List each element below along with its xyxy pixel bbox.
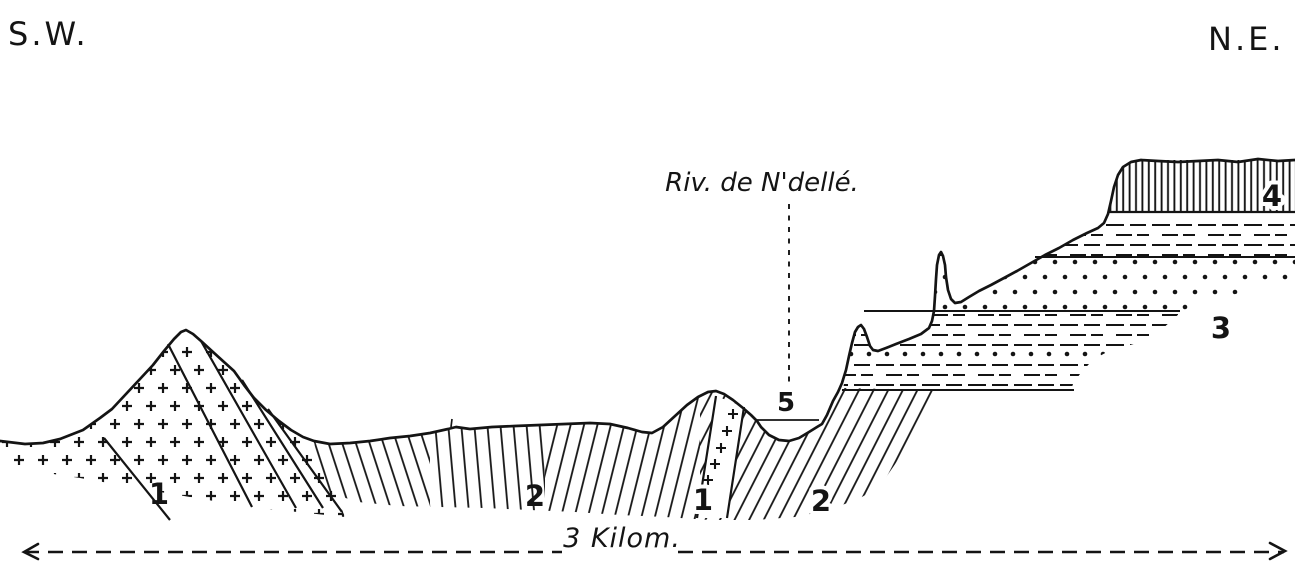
granite-hill-fill bbox=[0, 330, 345, 517]
unit-label-2-valley-left: 2 bbox=[525, 479, 545, 513]
unit-label-1-dike: 1 bbox=[693, 483, 713, 517]
unit-label-5-riverbed: 5 bbox=[777, 388, 795, 418]
scale-arrow-left bbox=[21, 542, 40, 561]
river-name-label: Riv. de N'dellé. bbox=[665, 168, 859, 198]
valley-hachure-fill bbox=[314, 388, 937, 520]
caprock-fill bbox=[1108, 160, 1295, 214]
surface-tick bbox=[450, 418, 453, 428]
scale-arrow-right bbox=[1268, 541, 1288, 561]
hill-foliation-lines bbox=[103, 340, 343, 521]
scale-label: 3 Kilom. bbox=[563, 523, 681, 554]
compass-label-sw: S.W. bbox=[8, 15, 89, 53]
scale-bar bbox=[21, 541, 1288, 561]
strata-fill bbox=[843, 216, 1295, 390]
unit-label-3-strata: 3 bbox=[1211, 311, 1231, 345]
strata-boundary-lines bbox=[842, 255, 1295, 392]
dike-plus-symbols bbox=[697, 409, 738, 500]
unit-label-4-caprock: 4 bbox=[1262, 179, 1282, 213]
unit-label-2-valley-right: 2 bbox=[811, 484, 831, 518]
ground-surface-line bbox=[0, 157, 1295, 446]
unit-label-1-granite-hill: 1 bbox=[149, 477, 169, 511]
dike-band bbox=[695, 395, 746, 519]
compass-label-ne: N.E. bbox=[1208, 20, 1285, 58]
